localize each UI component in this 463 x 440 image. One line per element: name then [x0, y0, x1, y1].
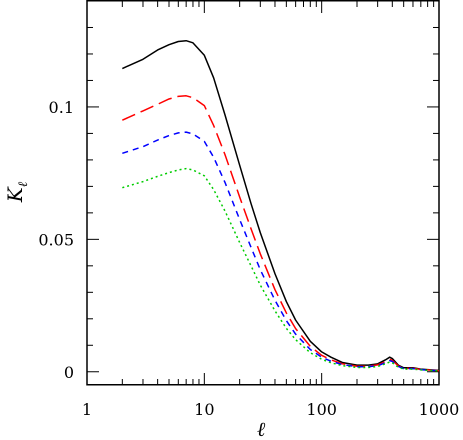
series-line-2 — [122, 95, 440, 372]
y-axis-label-main: K — [3, 186, 27, 203]
y-axis-label-subscript: ℓ — [16, 181, 31, 187]
y-tick-label: 0 — [64, 363, 74, 382]
tick-labels: 1 10 100 1000 0 0.05 0.1 — [38, 98, 459, 419]
y-tick-label: 0.1 — [49, 98, 74, 117]
x-tick-label: 100 — [306, 400, 337, 419]
plot-frame — [86, 0, 440, 386]
series-line-1 — [122, 39, 440, 372]
x-tick-label: 1000 — [419, 400, 460, 419]
x-tick-label: 1 — [82, 400, 92, 419]
x-tick-label: 10 — [194, 400, 214, 419]
series-line-4 — [122, 167, 440, 372]
series-line-3 — [122, 131, 440, 372]
ticks — [86, 1, 439, 385]
y-tick-label: 0.05 — [38, 230, 74, 249]
y-axis-label: Kℓ — [3, 181, 31, 203]
x-axis-label: ℓ — [257, 417, 266, 440]
series-lines — [122, 39, 440, 372]
